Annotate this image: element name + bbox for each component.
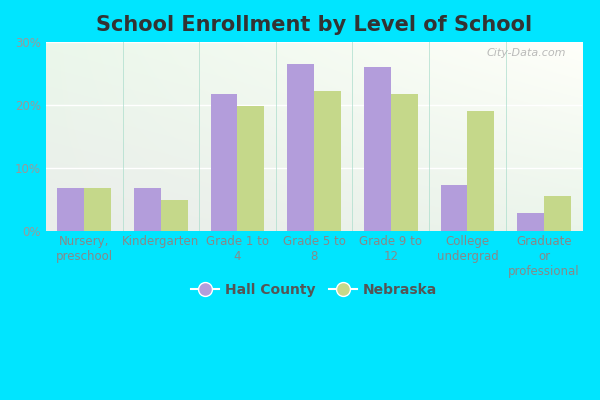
Bar [211,94,238,230]
Title: School Enrollment by Level of School: School Enrollment by Level of School [96,15,532,35]
Bar [544,196,571,230]
Bar [314,91,341,230]
Bar [84,188,111,230]
Legend: Hall County, Nebraska: Hall County, Nebraska [186,278,442,303]
Bar [161,200,188,230]
Bar [58,188,84,230]
Bar [238,106,265,230]
Bar [287,64,314,230]
Bar [364,67,391,230]
Bar [440,185,467,230]
Bar [517,213,544,230]
Text: City-Data.com: City-Data.com [487,48,566,58]
Bar [391,94,418,230]
Bar [134,188,161,230]
Bar [467,111,494,230]
